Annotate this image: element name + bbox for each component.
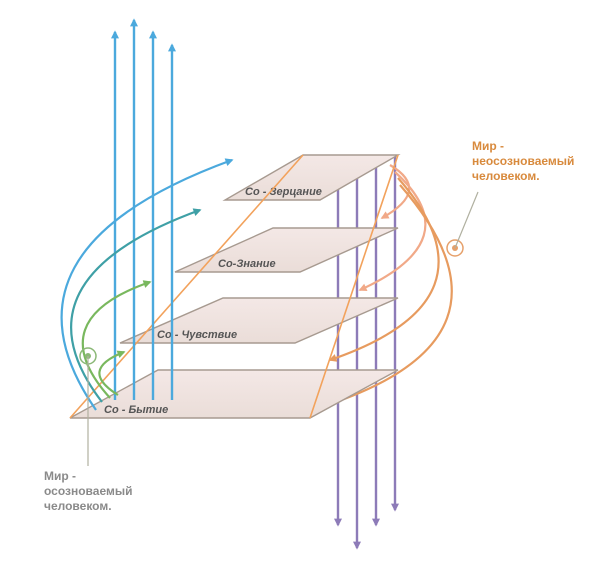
plane-label: Со - Бытие — [104, 404, 168, 416]
plane-label: Со-Знание — [218, 258, 276, 270]
plane-label: Со - Чувствие — [157, 329, 237, 341]
plane-label: Со - Зерцание — [245, 186, 322, 198]
